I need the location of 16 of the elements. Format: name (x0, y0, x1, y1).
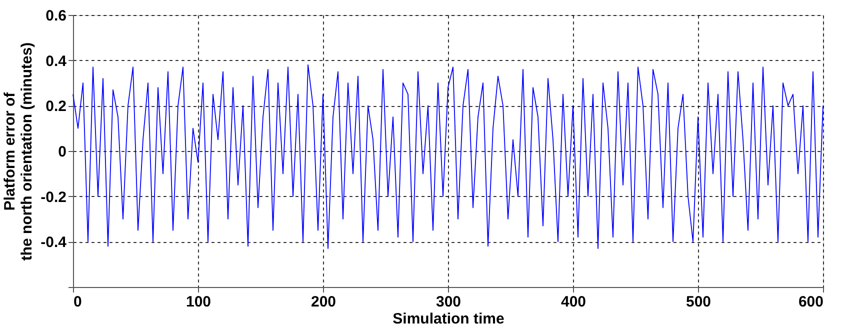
x-tick-label: 0 (74, 294, 82, 310)
y-tick-label: -0.2 (40, 188, 66, 206)
y-tick-label: 0.2 (46, 98, 66, 116)
y-tick-label: -0.4 (40, 234, 68, 252)
x-tick-label: 500 (686, 294, 712, 310)
y-tick-label: 0 (58, 144, 66, 160)
y-tick-label: 0.4 (46, 52, 68, 70)
line-series (72, 64, 824, 249)
y-axis-title: Platform error of the north orientation (minutes) (2, 42, 36, 261)
x-tick-label: 400 (560, 294, 586, 310)
x-tick-label: 100 (186, 294, 212, 310)
x-tick-label: 300 (436, 294, 462, 310)
x-tick-label: 200 (310, 294, 336, 310)
y-tick-label: 0.6 (46, 8, 66, 24)
x-axis-title: Simulation time (392, 310, 504, 328)
x-tick-label: 600 (798, 294, 824, 310)
